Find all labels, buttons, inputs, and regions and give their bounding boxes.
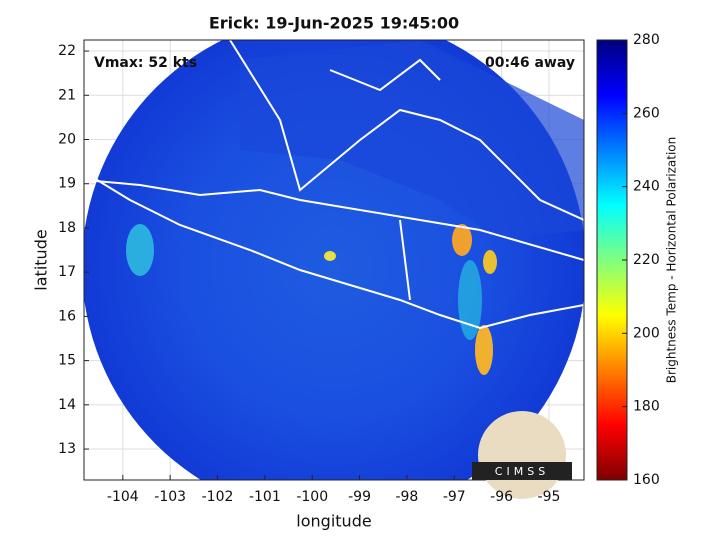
y-tick-label: 13 — [58, 441, 76, 457]
y-tick-label: 18 — [58, 220, 76, 236]
y-tick-label: 20 — [58, 131, 76, 147]
x-tick-label: -97 — [443, 489, 466, 505]
x-tick-label: -100 — [296, 489, 328, 505]
y-tick-label: 21 — [58, 87, 76, 103]
y-tick-label: 16 — [58, 308, 76, 324]
x-tick-label: -96 — [490, 489, 513, 505]
x-axis-label: longitude — [296, 512, 371, 531]
colorbar-tick-label: 280 — [633, 32, 660, 48]
y-tick-label: 15 — [58, 353, 76, 369]
x-tick-label: -101 — [249, 489, 281, 505]
plot-frame — [83, 39, 585, 481]
colorbar-tick-label: 180 — [633, 399, 660, 415]
x-tick-label: -102 — [202, 489, 234, 505]
y-tick-label: 17 — [58, 264, 76, 280]
y-tick-label: 14 — [58, 397, 76, 413]
x-tick-label: -103 — [154, 489, 186, 505]
y-tick-label: 22 — [58, 43, 76, 59]
logo-text: CIMSS — [495, 465, 549, 478]
colorbar-tick-label: 260 — [633, 105, 660, 121]
colorbar-tick-label: 240 — [633, 179, 660, 195]
swath — [84, 40, 584, 480]
logo: CIMSS — [472, 411, 572, 499]
x-tick-label: -104 — [107, 489, 139, 505]
annotation: 00:46 away — [485, 55, 575, 71]
chart-title: Erick: 19-Jun-2025 19:45:00 — [209, 14, 459, 33]
colorbar-tick-label: 200 — [633, 325, 660, 341]
y-tick-label: 19 — [58, 176, 76, 192]
y-axis-label: latitude — [32, 229, 51, 290]
x-tick-label: -98 — [395, 489, 418, 505]
x-tick-label: -99 — [348, 489, 371, 505]
annotation: Vmax: 52 kts — [94, 55, 197, 71]
colorbar-label: Brightness Temp - Horizontal Polarizatio… — [665, 137, 679, 384]
colorbar-tick-label: 220 — [633, 252, 660, 268]
x-tick-label: -95 — [538, 489, 561, 505]
colorbar-tick-label: 160 — [633, 472, 660, 488]
